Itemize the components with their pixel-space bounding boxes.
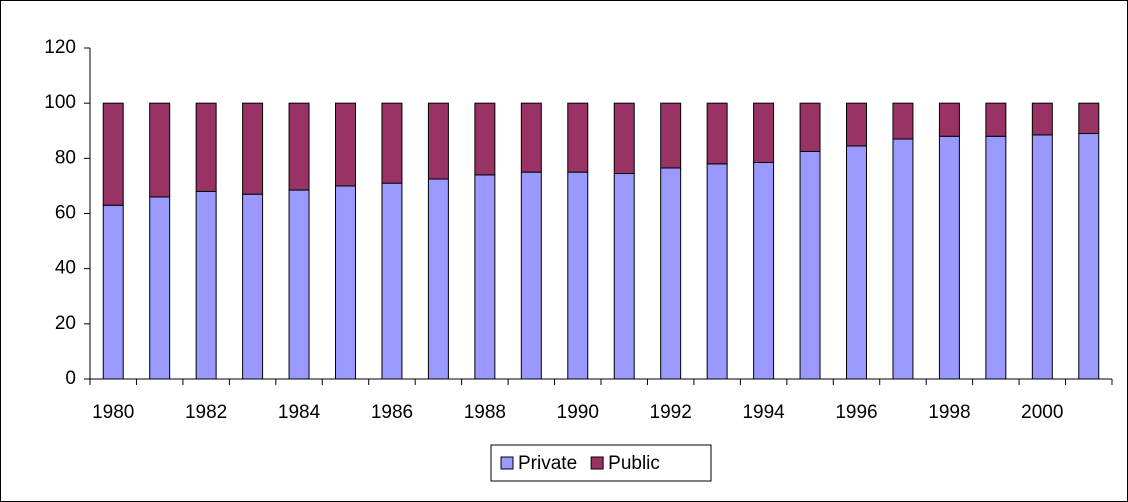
bar-segment bbox=[613, 102, 635, 175]
bar-segment bbox=[846, 145, 867, 380]
x-tick-label: 1984 bbox=[278, 402, 321, 423]
bar-segment bbox=[846, 102, 867, 147]
bar-segment bbox=[242, 102, 264, 195]
x-tick-label: 1990 bbox=[557, 402, 599, 423]
bar-segment bbox=[753, 102, 775, 163]
bar-segment bbox=[985, 102, 1007, 137]
y-tick-label: 80 bbox=[55, 147, 76, 168]
bar-segment bbox=[520, 102, 542, 173]
bar-segment bbox=[613, 173, 635, 380]
legend-label: Public bbox=[608, 453, 660, 474]
y-tick-label: 0 bbox=[65, 368, 76, 389]
legend-swatch bbox=[500, 456, 514, 470]
bar-segment bbox=[753, 161, 775, 380]
bar-segment bbox=[1031, 102, 1053, 136]
bar-segment bbox=[381, 102, 403, 184]
x-tick-label: 1982 bbox=[185, 402, 227, 423]
x-tick-label: 1996 bbox=[835, 402, 877, 423]
y-tick-label: 100 bbox=[44, 92, 76, 113]
y-tick-label: 60 bbox=[55, 203, 76, 224]
x-tick-label: 1994 bbox=[742, 402, 785, 423]
y-tick-label: 20 bbox=[55, 313, 76, 334]
bar-segment bbox=[335, 102, 356, 187]
bar-segment bbox=[149, 196, 171, 380]
bar-segment bbox=[938, 135, 960, 380]
y-tick-label: 40 bbox=[55, 258, 76, 279]
bar-segment bbox=[288, 102, 310, 191]
bar-segment bbox=[799, 150, 821, 380]
bar-segment bbox=[242, 193, 264, 380]
bar-segment bbox=[195, 102, 217, 192]
bar-segment bbox=[706, 102, 728, 165]
x-tick-label: 1986 bbox=[371, 402, 413, 423]
bar-segment bbox=[892, 102, 914, 140]
bar-segment bbox=[567, 171, 589, 380]
bar-segment bbox=[799, 102, 821, 152]
bar-segment bbox=[706, 163, 728, 380]
bar-segment bbox=[288, 189, 310, 380]
bar-segment bbox=[474, 102, 496, 176]
bar-segment bbox=[660, 102, 682, 169]
bar-segment bbox=[1078, 102, 1100, 135]
bar-segment bbox=[195, 190, 217, 380]
x-tick-label: 1992 bbox=[650, 402, 692, 423]
bar-segment bbox=[1078, 133, 1100, 380]
y-tick-label: 120 bbox=[44, 37, 76, 58]
bar-segment bbox=[335, 185, 356, 380]
bar-segment bbox=[520, 171, 542, 380]
bar-segment bbox=[427, 102, 449, 180]
bar-segment bbox=[149, 102, 171, 198]
x-tick-label: 2000 bbox=[1021, 402, 1063, 423]
legend-label: Private bbox=[518, 453, 577, 474]
x-tick-label: 1980 bbox=[92, 402, 134, 423]
x-tick-label: 1988 bbox=[464, 402, 506, 423]
bar-segment bbox=[892, 138, 914, 380]
bar-segment bbox=[102, 204, 124, 380]
bar-segment bbox=[985, 135, 1007, 380]
bar-segment bbox=[567, 102, 589, 173]
bar-segment bbox=[102, 102, 124, 206]
bar-segment bbox=[660, 167, 682, 380]
bar-segment bbox=[381, 182, 403, 380]
bar-segment bbox=[474, 174, 496, 380]
bar-segment bbox=[938, 102, 960, 137]
bar-segment bbox=[1031, 134, 1053, 380]
x-tick-label: 1998 bbox=[928, 402, 970, 423]
bar-segment bbox=[427, 178, 449, 380]
legend-swatch bbox=[590, 456, 604, 470]
